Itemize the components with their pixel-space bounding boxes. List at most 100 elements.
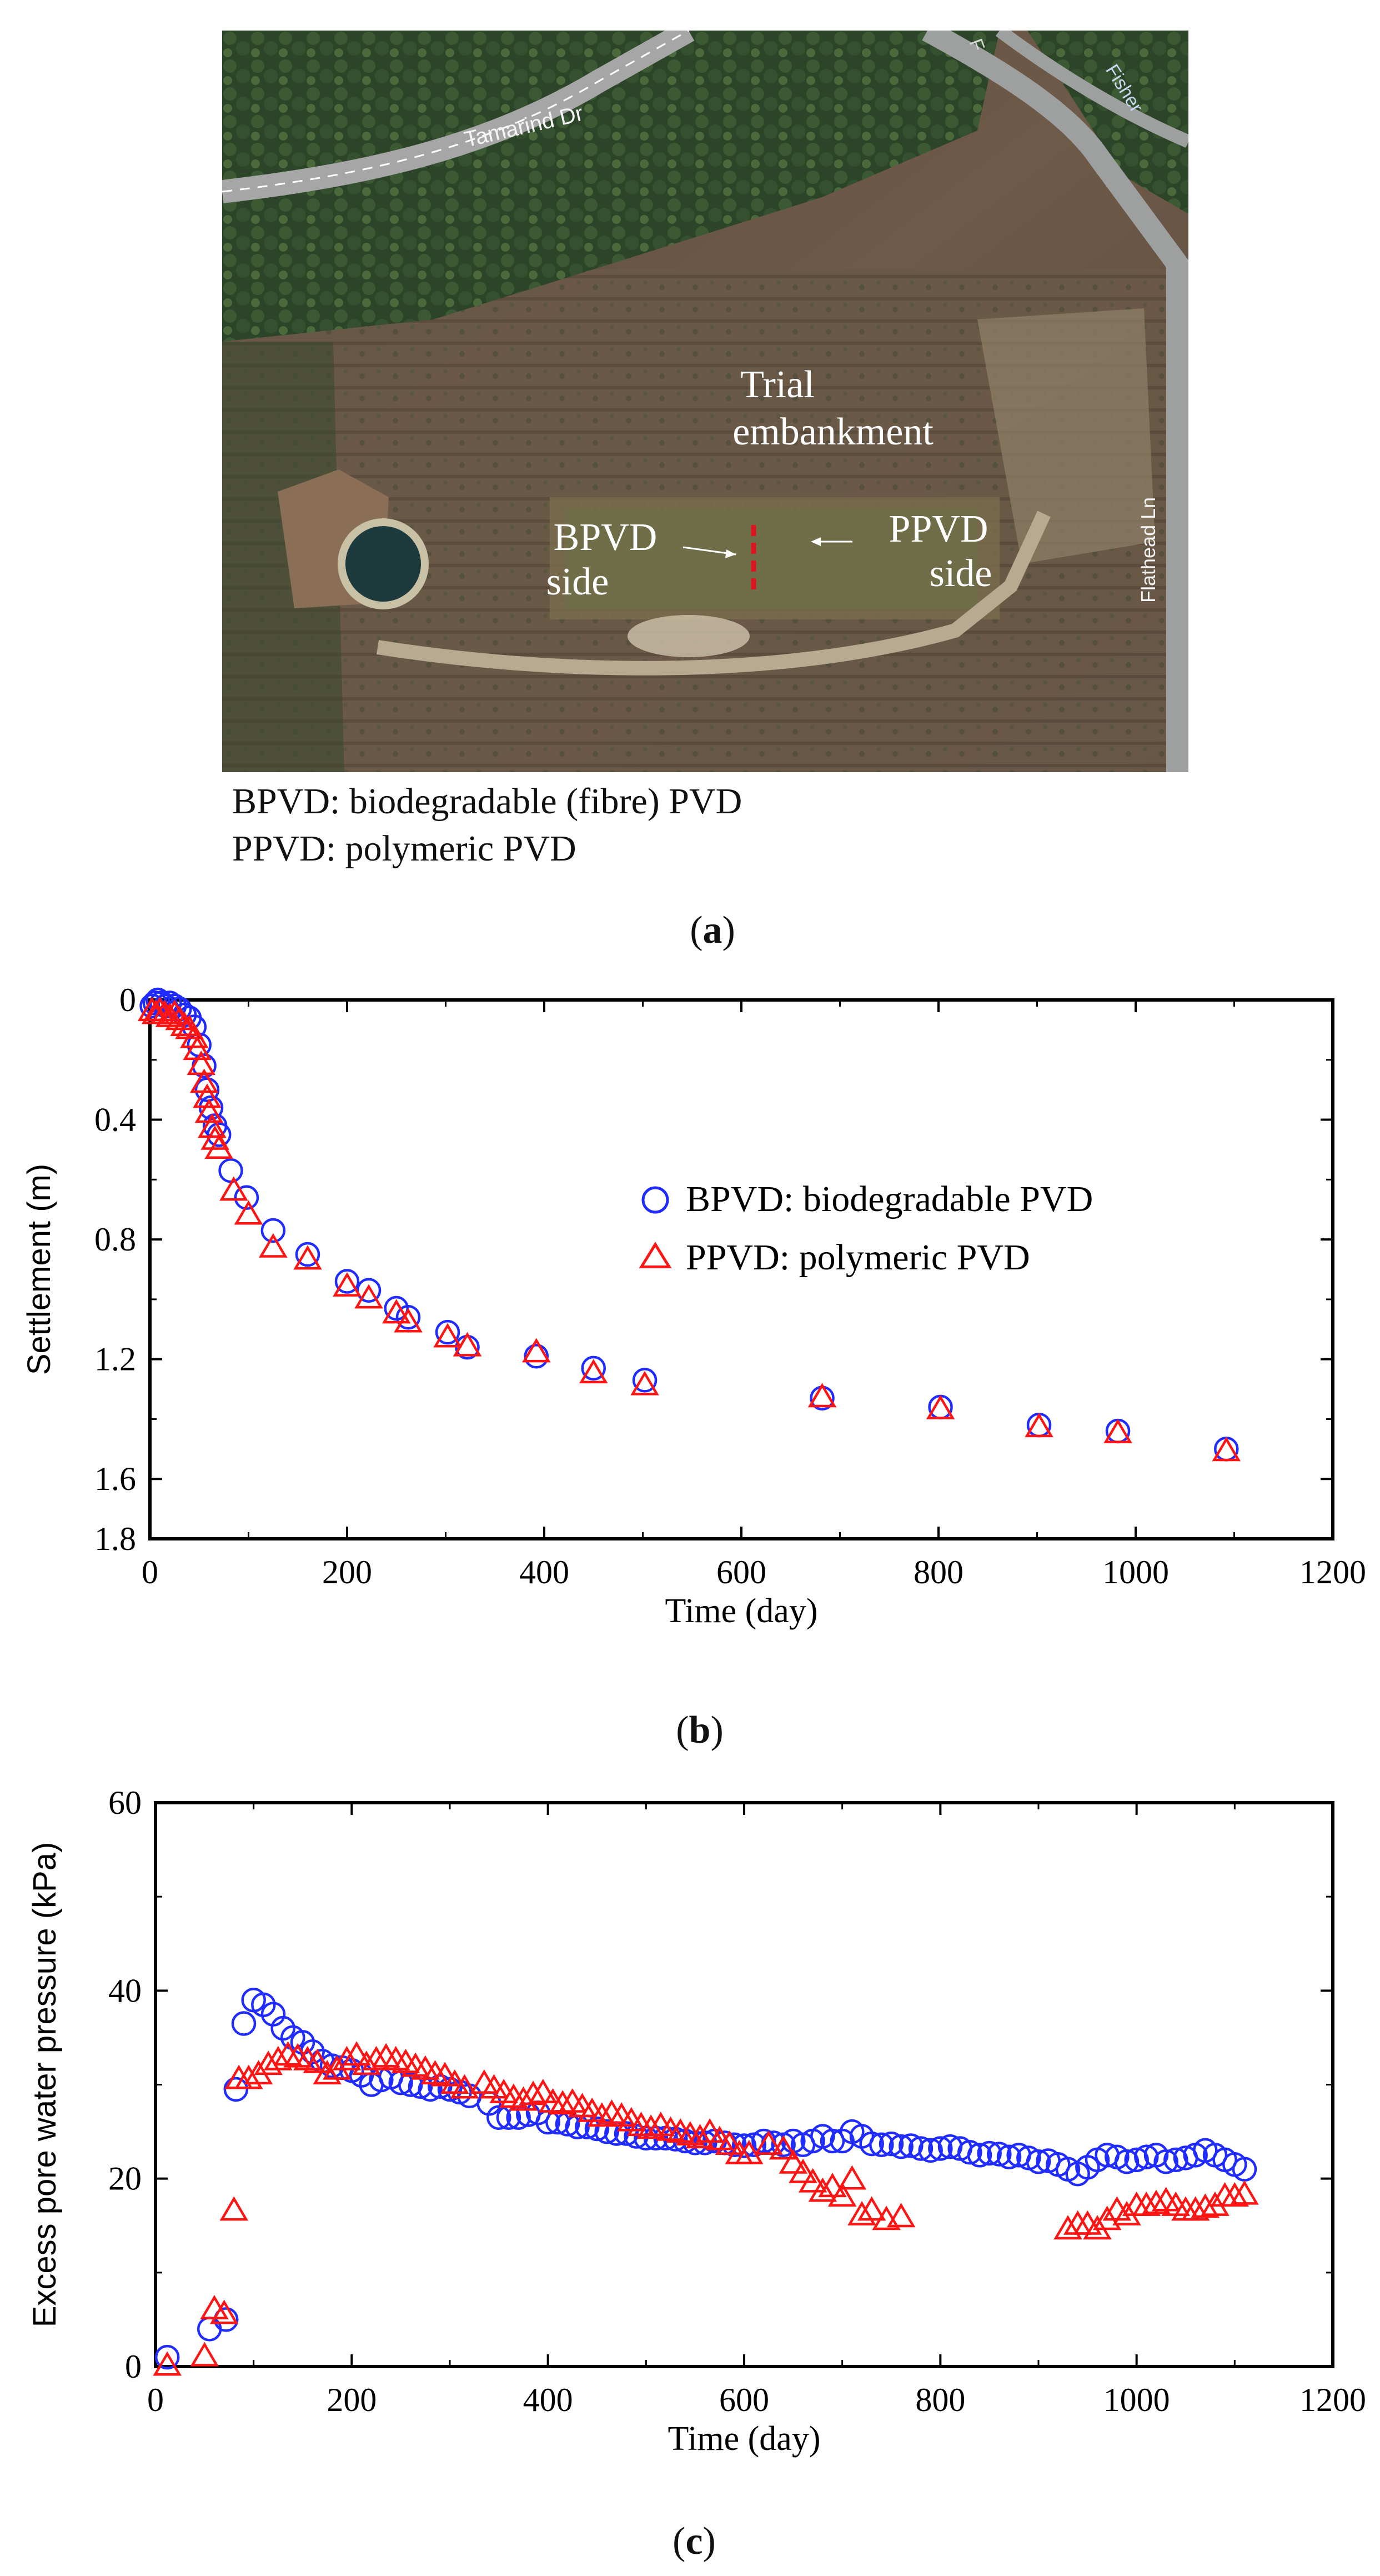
panel-label-b-letter: b [689, 1709, 711, 1752]
x-tick-label: 600 [716, 1554, 766, 1590]
ppvd-point [198, 1113, 227, 1138]
ppvd-point [254, 2050, 283, 2075]
yard [628, 615, 750, 657]
panel-label-b-open: ( [676, 1709, 689, 1752]
ppvd-point [209, 2299, 239, 2324]
y-axis-label: Excess pore water pressure (kPa) [27, 1842, 63, 2328]
bpvd-point [154, 2344, 180, 2370]
x-tick-label: 1200 [1299, 2382, 1366, 2418]
road-label-flathead: Flathead Ln [1137, 497, 1160, 603]
ppvd-point [219, 1176, 248, 1201]
bpvd-point [908, 2136, 934, 2161]
aerial-note-bpvd: BPVD: biodegradable (fibre) PVD [232, 781, 742, 822]
bpvd-point [594, 2119, 619, 2144]
ppvd-point [1220, 2182, 1249, 2207]
ppvd-point [1212, 1437, 1241, 1462]
ppvd-point [695, 2118, 724, 2143]
aerial-photo: Tamarind Dr Flathead Ln Fisher F Trial e… [222, 31, 1188, 772]
bpvd-point [918, 2138, 943, 2163]
ppvd-point [857, 2196, 886, 2221]
ppvd-point [522, 1338, 551, 1363]
x-tick-label: 800 [914, 1554, 964, 1590]
bpvd-point [869, 2132, 894, 2158]
ppvd-point [362, 2045, 391, 2070]
bpvd-point [957, 2140, 982, 2165]
pond-water [345, 526, 421, 602]
pore-pressure-chart: 0 200 400 600 800 1000 1200 0 20 40 60 Time (day) Ex… [27, 1784, 1366, 2458]
y-tick-label: 0.4 [94, 1102, 136, 1138]
ppvd-point [190, 2342, 219, 2367]
ppvd-point [807, 1383, 837, 1408]
bpvd-point [1114, 2149, 1140, 2174]
bpvd-point [977, 2140, 1002, 2166]
ppvd-point [433, 1323, 462, 1348]
bpvd-side-label-2: side [546, 561, 609, 603]
embankment-core [566, 508, 977, 608]
ppvd-point [519, 2080, 548, 2105]
bpvd-point [614, 2121, 639, 2146]
y-tick-label: 1.2 [94, 1341, 136, 1378]
ppvd-point [779, 2149, 808, 2174]
ppvd-point [1230, 2180, 1259, 2205]
bpvd-point [435, 1319, 460, 1345]
series-bpvd [139, 987, 1239, 1462]
bpvd-point [231, 2011, 257, 2036]
ppvd-point [430, 2062, 459, 2087]
ppvd-point [715, 2130, 744, 2155]
x-tick-label: 200 [327, 2382, 377, 2418]
ppvd-point [548, 2090, 577, 2115]
bpvd-point [584, 2116, 610, 2142]
y-tick-label: 60 [108, 1784, 142, 1821]
ppvd-point [382, 1299, 411, 1324]
y-axis-label: Settlement (m) [21, 1164, 57, 1375]
bpvd-point [624, 2124, 649, 2149]
road-tamarind-center [222, 31, 689, 193]
panel-label-c-close: ) [702, 2520, 716, 2563]
ppvd-point [1025, 1413, 1053, 1438]
ppvd-point [342, 2041, 371, 2066]
ppvd-point [509, 2086, 538, 2111]
ppvd-point [735, 2139, 764, 2164]
bpvd-point [398, 2072, 423, 2097]
ppvd-point [1142, 2189, 1171, 2214]
ppvd-point [685, 2124, 715, 2149]
legend-bpvd-label: BPVD: biodegradable PVD [686, 1179, 1093, 1219]
ppvd-point [827, 2182, 857, 2207]
bpvd-side-label-1: BPVD [554, 516, 658, 559]
bpvd-point [524, 1344, 549, 1369]
ppvd-point [303, 2048, 332, 2073]
legend-ppvd-marker [639, 1242, 672, 1268]
bpvd-point [334, 1269, 360, 1294]
bpvd-point [889, 2134, 914, 2159]
bpvd-point [1153, 2149, 1178, 2174]
x-tick-label: 400 [523, 2382, 573, 2418]
ppvd-point [847, 2200, 876, 2225]
ppvd-point [354, 1284, 383, 1309]
ppvd-point [259, 1233, 288, 1258]
ppvd-point [529, 2078, 558, 2103]
trial-label-2: embankment [732, 411, 934, 453]
bpvd-point [928, 2136, 953, 2161]
bpvd-point [879, 2131, 904, 2157]
bpvd-point [395, 1304, 421, 1330]
ppvd-point [886, 2203, 916, 2228]
ppvd-point [808, 2177, 837, 2202]
ppvd-point [470, 2069, 499, 2094]
bpvd-point [899, 2133, 924, 2158]
ppvd-point [789, 2158, 817, 2183]
x-tick-label: 400 [519, 1554, 569, 1590]
ppvd-point [798, 2168, 827, 2193]
x-tick-label: 0 [147, 2382, 164, 2418]
road-flathead [922, 31, 1188, 772]
x-tick-label: 600 [719, 2382, 769, 2418]
bpvd-point [967, 2143, 992, 2168]
road-fisher [995, 31, 1188, 148]
ppvd-point [170, 1012, 199, 1037]
bpvd-point [223, 2077, 249, 2102]
ppvd-point [332, 2045, 362, 2070]
y-tick-label: 20 [108, 2160, 142, 2197]
trial-label-1: Trial [740, 363, 815, 406]
series-bpvd [154, 1988, 1257, 2370]
panel-label-a: (a) [657, 908, 768, 953]
panel-label-c-open: ( [673, 2520, 686, 2563]
